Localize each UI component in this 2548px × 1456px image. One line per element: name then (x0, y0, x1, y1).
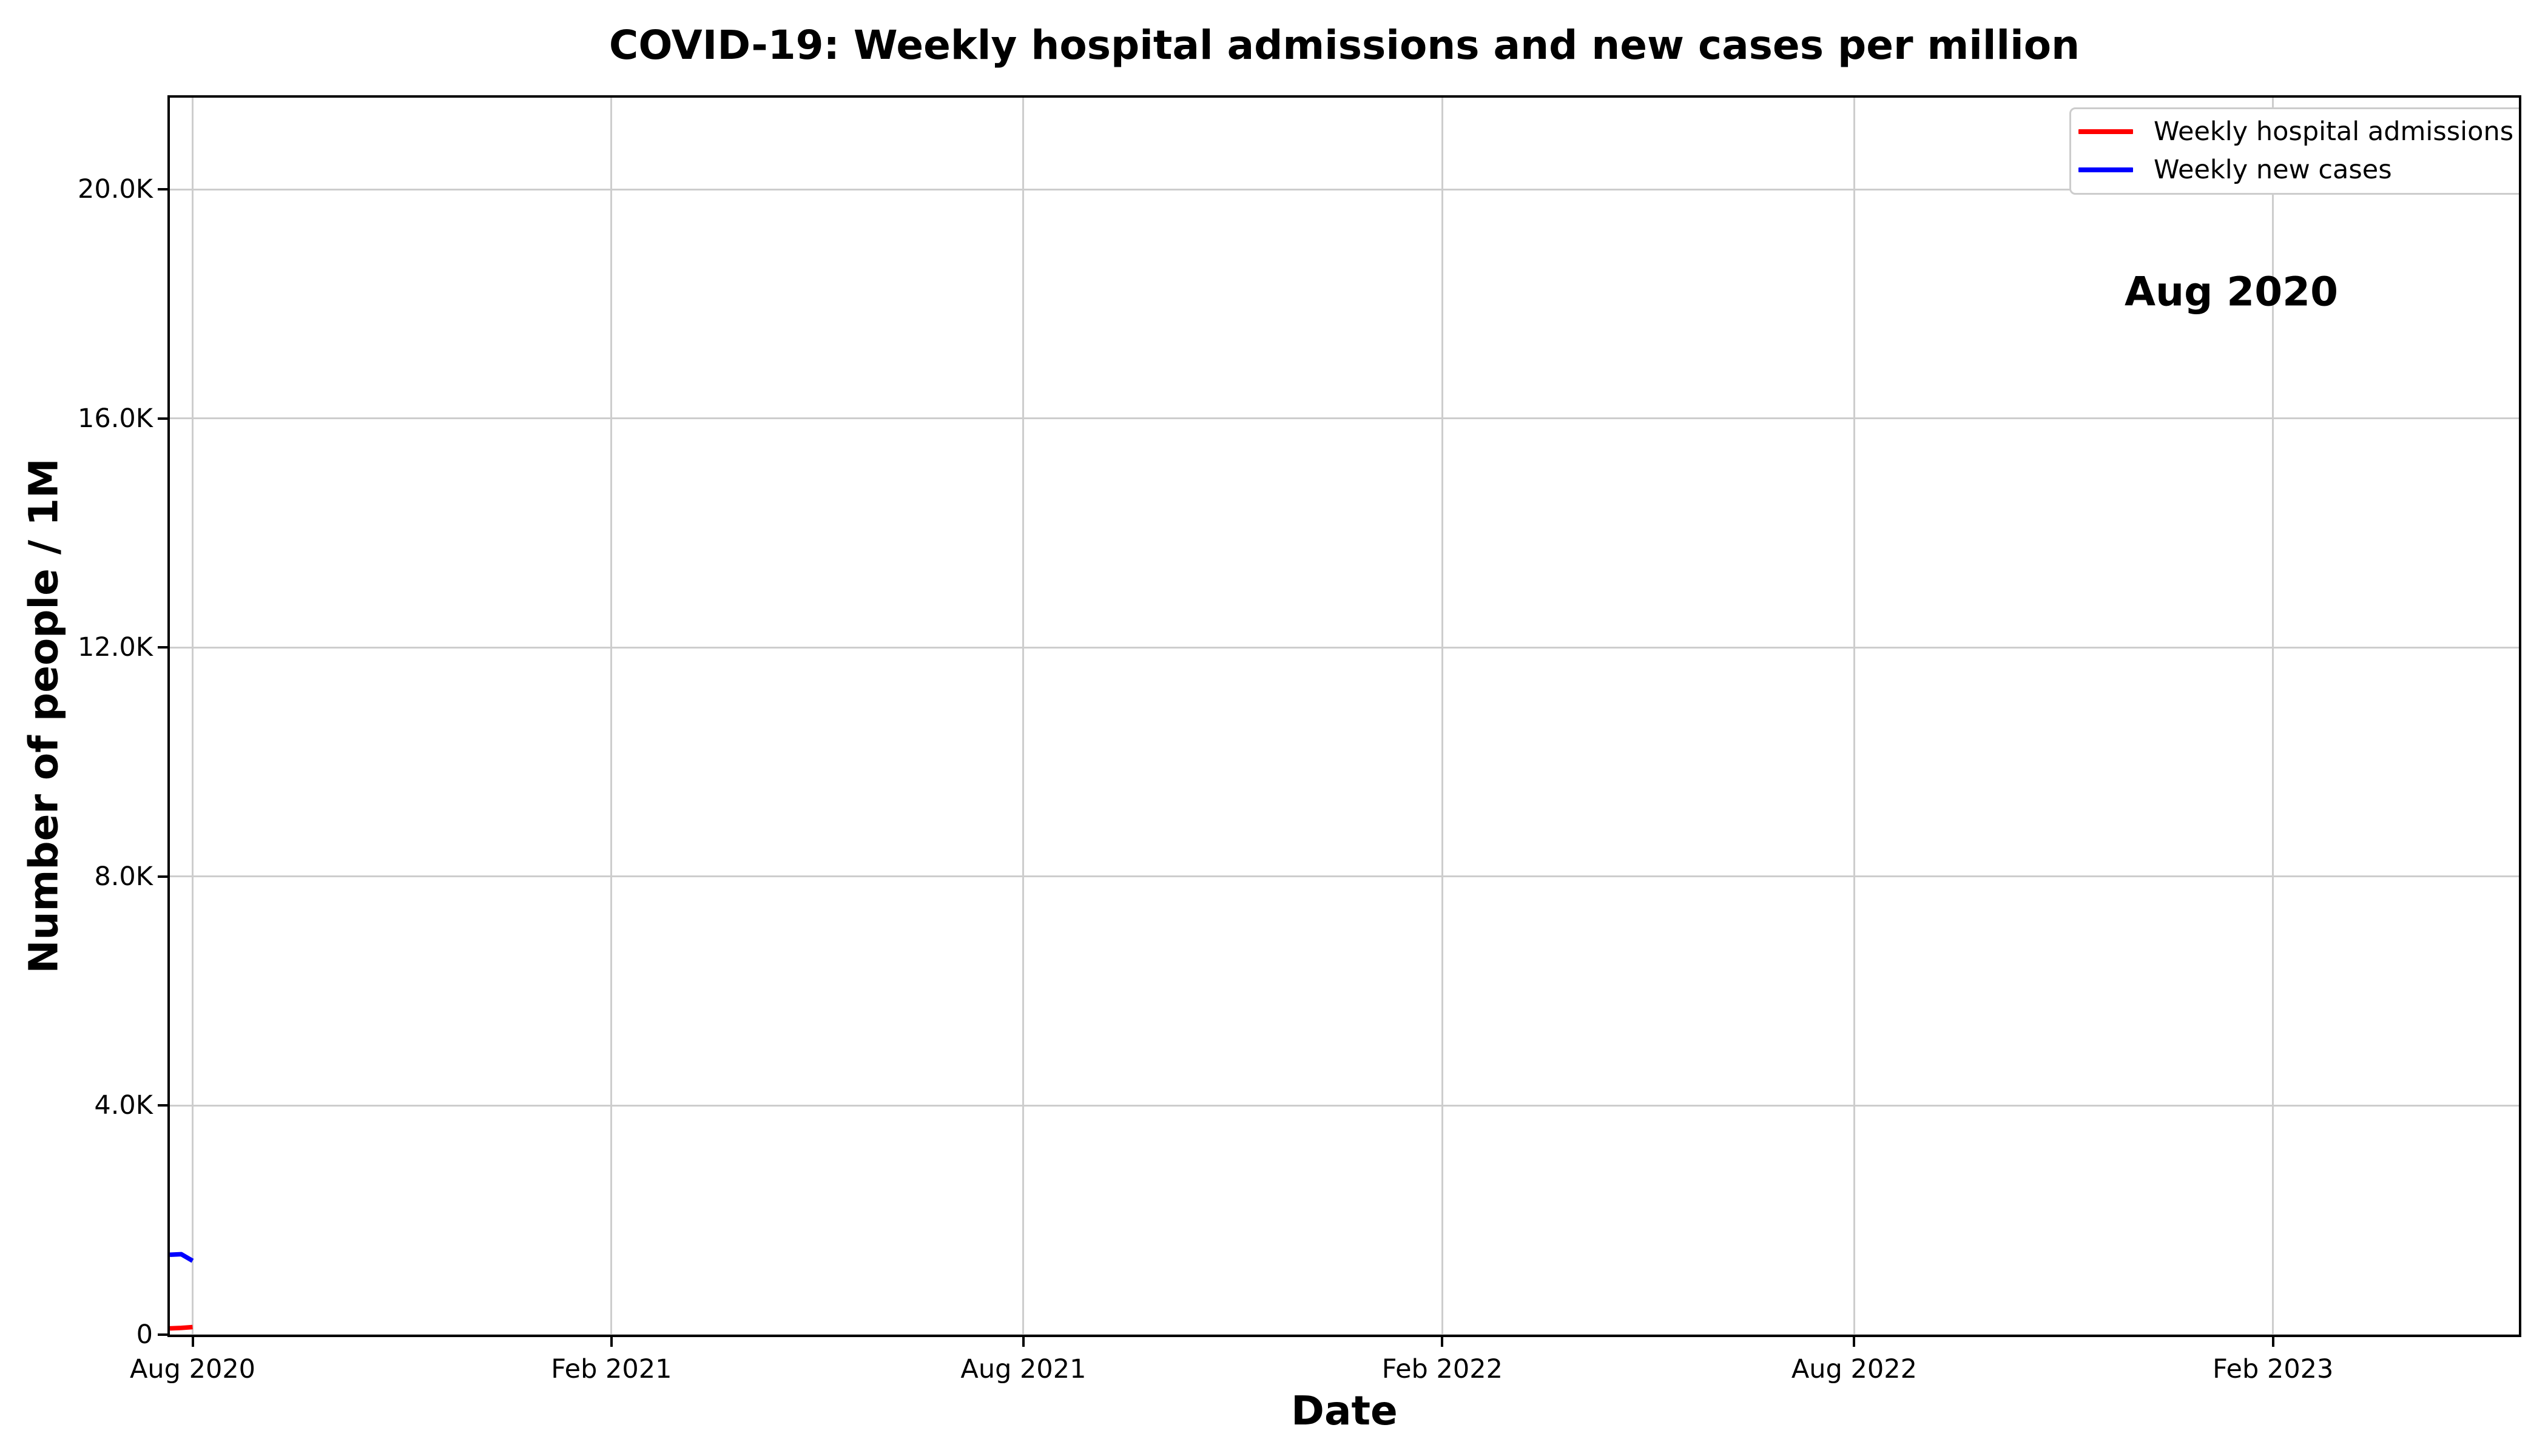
gridline-horizontal (170, 188, 2519, 190)
y-tick-mark (158, 1104, 167, 1107)
x-tick-label: Feb 2021 (551, 1354, 672, 1384)
legend-label-admissions: Weekly hospital admissions (2154, 116, 2514, 147)
y-tick-label: 20.0K (78, 174, 153, 205)
x-tick-mark (1441, 1337, 1444, 1347)
legend-swatch-admissions (2078, 129, 2133, 134)
gridline-vertical (1853, 98, 1855, 1335)
x-tick-mark (1022, 1337, 1025, 1347)
y-tick-mark (158, 417, 167, 420)
y-tick-mark (158, 875, 167, 878)
x-tick-label: Aug 2020 (129, 1354, 256, 1384)
x-tick-mark (2271, 1337, 2274, 1347)
gridline-horizontal (170, 1104, 2519, 1107)
gridline-horizontal (170, 646, 2519, 649)
y-tick-label: 4.0K (94, 1090, 153, 1121)
x-tick-label: Feb 2023 (2213, 1354, 2334, 1384)
y-tick-label: 12.0K (78, 632, 153, 663)
gridline-vertical (610, 98, 613, 1335)
x-tick-label: Aug 2021 (960, 1354, 1087, 1384)
x-tick-mark (610, 1337, 613, 1347)
y-tick-mark (158, 188, 167, 191)
x-axis-label: Date (1291, 1387, 1398, 1434)
gridline-horizontal (170, 417, 2519, 420)
x-tick-mark (1853, 1337, 1856, 1347)
y-tick-mark (158, 646, 167, 649)
gridline-vertical (2272, 98, 2274, 1335)
series-line-admissions (170, 1324, 193, 1331)
x-tick-label: Feb 2022 (1381, 1354, 1503, 1384)
legend-label-cases: Weekly new cases (2154, 155, 2392, 185)
y-tick-label: 16.0K (78, 403, 153, 434)
y-tick-label: 8.0K (94, 861, 153, 892)
plot-area: Aug 2020 Weekly hospital admissions Week… (167, 95, 2521, 1337)
date-annotation: Aug 2020 (2125, 268, 2338, 315)
y-axis-label: Number of people / 1M (20, 458, 67, 974)
gridline-vertical (192, 98, 194, 1335)
legend-item-cases: Weekly new cases (2078, 154, 2513, 186)
gridline-horizontal (170, 1333, 2519, 1335)
data-lines (170, 1252, 194, 1331)
series-line-cases (170, 1252, 194, 1263)
legend-item-admissions: Weekly hospital admissions (2078, 116, 2513, 147)
y-tick-mark (158, 1333, 167, 1336)
legend-swatch-cases (2078, 167, 2133, 172)
x-tick-label: Aug 2022 (1791, 1354, 1917, 1384)
gridline-vertical (1441, 98, 1443, 1335)
chart-title: COVID-19: Weekly hospital admissions and… (608, 22, 2080, 69)
x-tick-mark (191, 1337, 194, 1347)
y-tick-label: 0 (136, 1320, 153, 1350)
gridline-horizontal (170, 875, 2519, 878)
legend: Weekly hospital admissions Weekly new ca… (2069, 107, 2519, 195)
gridline-vertical (1022, 98, 1025, 1335)
